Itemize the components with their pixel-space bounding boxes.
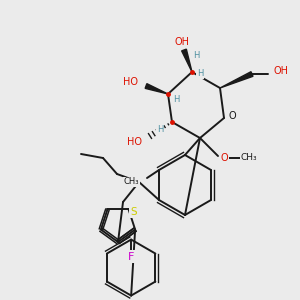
- Text: O: O: [220, 153, 228, 163]
- Text: OH: OH: [274, 66, 289, 76]
- Text: OH: OH: [175, 37, 190, 47]
- Text: HO: HO: [123, 77, 138, 87]
- Polygon shape: [220, 72, 253, 88]
- Text: H: H: [157, 125, 163, 134]
- Text: CH₃: CH₃: [124, 178, 139, 187]
- Text: F: F: [128, 252, 134, 262]
- Polygon shape: [182, 49, 192, 72]
- Text: HO: HO: [127, 137, 142, 147]
- Text: H: H: [197, 70, 203, 79]
- Text: CH₃: CH₃: [241, 152, 257, 161]
- Text: S: S: [130, 207, 137, 218]
- Polygon shape: [145, 84, 168, 94]
- Text: O: O: [228, 111, 236, 121]
- Text: H: H: [173, 95, 179, 104]
- Text: H: H: [193, 50, 199, 59]
